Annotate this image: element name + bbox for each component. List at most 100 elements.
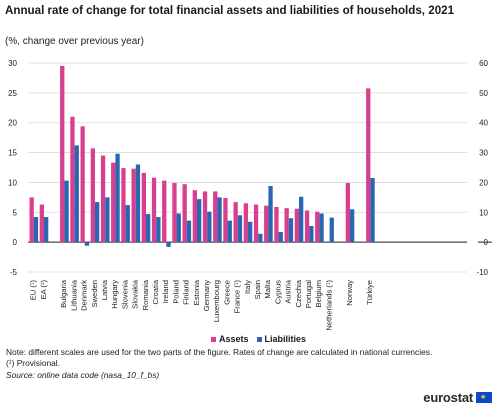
bar-assets	[253, 204, 259, 243]
y-tick-label-right: 30	[479, 149, 488, 158]
logo-text: eurostat	[423, 390, 473, 405]
x-tick-label: EU (¹)	[29, 280, 38, 301]
legend-item-assets: Assets	[211, 334, 249, 344]
y-tick-label-right: -10	[476, 268, 488, 277]
bar-liabilities	[278, 231, 283, 243]
x-tick-label: Netherlands (¹)	[324, 280, 333, 331]
x-tick-label: Romania	[141, 279, 150, 310]
x-tick-label: Latvia	[100, 279, 109, 300]
bar-liabilities	[207, 211, 212, 243]
y-tick-label-left: 25	[8, 89, 17, 98]
note-scales: Note: different scales are used for the …	[6, 347, 433, 357]
bar-assets	[202, 191, 208, 243]
x-tick-label: Luxembourg	[212, 280, 221, 322]
bar-liabilities	[329, 217, 334, 243]
x-tick-label: Hungary	[110, 280, 119, 309]
bar-assets	[192, 190, 197, 243]
bar-assets	[141, 172, 146, 243]
y-tick-label-left: 15	[8, 149, 17, 158]
bar-liabilities	[156, 217, 161, 243]
y-tick-label-right: 10	[479, 208, 488, 217]
legend-item-liabilities: Liabilities	[256, 334, 307, 344]
y-tick-label-left: 20	[8, 119, 17, 128]
bar-liabilities	[268, 186, 273, 243]
x-tick-label: Slovakia	[131, 279, 140, 308]
x-tick-label: Belgium	[314, 280, 323, 307]
x-tick-label: Spain	[253, 280, 262, 299]
x-tick-label: Sweden	[90, 280, 99, 307]
bar-assets	[70, 116, 75, 243]
bar-assets	[39, 204, 44, 243]
x-tick-label: Malta	[263, 279, 272, 298]
y-tick-label-right: 60	[479, 59, 488, 68]
bar-liabilities	[64, 180, 69, 243]
x-tick-label: Greece	[222, 280, 231, 305]
bar-liabilities	[105, 197, 110, 243]
bar-liabilities	[166, 242, 171, 247]
bar-assets	[29, 197, 34, 243]
bar-liabilities	[299, 196, 304, 243]
x-tick-label: Poland	[171, 280, 180, 304]
bar-liabilities	[95, 202, 100, 243]
bar-liabilities	[258, 233, 263, 243]
x-tick-label: France (¹)	[233, 280, 242, 314]
bar-assets	[90, 148, 95, 243]
bar-assets	[60, 65, 65, 243]
x-tick-label: Ireland	[161, 280, 170, 303]
bar-assets	[111, 162, 116, 243]
y-tick-label-left: -5	[10, 268, 18, 277]
bar-assets	[162, 180, 167, 243]
bar-liabilities	[186, 220, 192, 243]
x-tick-label: Finland	[182, 280, 191, 305]
legend-label-assets: Assets	[219, 334, 249, 344]
bar-assets	[223, 197, 228, 243]
y-tick-label-left: 0	[13, 238, 18, 247]
y-tick-label-right: 20	[479, 178, 488, 187]
bar-assets	[182, 184, 187, 243]
x-tick-label: Cyprus	[273, 280, 282, 304]
bar-assets	[151, 177, 157, 243]
x-tick-label: Norway	[345, 280, 354, 306]
legend-label-liabilities: Liabilities	[264, 334, 307, 344]
bar-assets	[294, 208, 299, 243]
bar-assets	[304, 210, 310, 243]
bar-assets	[284, 208, 289, 243]
bar-liabilities	[146, 214, 151, 243]
chart-title: Annual rate of change for total financia…	[5, 4, 455, 17]
chart-subtitle: (%, change over previous year)	[5, 36, 144, 47]
eu-flag-icon	[476, 392, 492, 403]
bar-liabilities	[237, 215, 243, 243]
y-tick-label-right: 50	[479, 89, 488, 98]
bar-assets	[80, 126, 85, 243]
bar-assets	[274, 206, 279, 243]
chart-legend: Assets Liabilities	[211, 334, 306, 344]
x-tick-label: Portugal	[304, 280, 313, 309]
bar-assets	[366, 88, 371, 243]
bar-assets	[100, 155, 106, 243]
bar-liabilities	[176, 213, 181, 243]
x-tick-label: EA (¹)	[39, 280, 48, 300]
bar-assets	[243, 203, 248, 243]
note-provisional: (¹) Provisional.	[6, 358, 60, 369]
bar-liabilities	[309, 226, 314, 243]
bar-assets	[121, 168, 126, 243]
bar-liabilities	[217, 197, 222, 243]
eurostat-logo: eurostat	[423, 390, 492, 405]
bar-liabilities	[84, 242, 90, 246]
x-tick-label: Bulgaria	[59, 279, 68, 308]
bar-assets	[264, 205, 269, 243]
x-tick-label: Croatia	[151, 279, 160, 304]
y-tick-label-right: 40	[479, 119, 488, 128]
y-tick-label-left: 10	[8, 178, 17, 187]
bar-assets	[131, 168, 136, 243]
x-tick-label: Czechia	[294, 279, 303, 307]
bar-liabilities	[44, 217, 49, 243]
bar-liabilities	[248, 221, 253, 243]
legend-swatch-assets	[211, 336, 216, 342]
x-tick-label: Türkiye	[365, 280, 374, 305]
legend-swatch-liabilities	[256, 336, 262, 342]
bar-liabilities	[33, 217, 39, 243]
x-tick-label: Austria	[284, 279, 293, 303]
x-tick-label: Germany	[202, 280, 211, 311]
x-tick-label: Slovenia	[120, 279, 129, 309]
